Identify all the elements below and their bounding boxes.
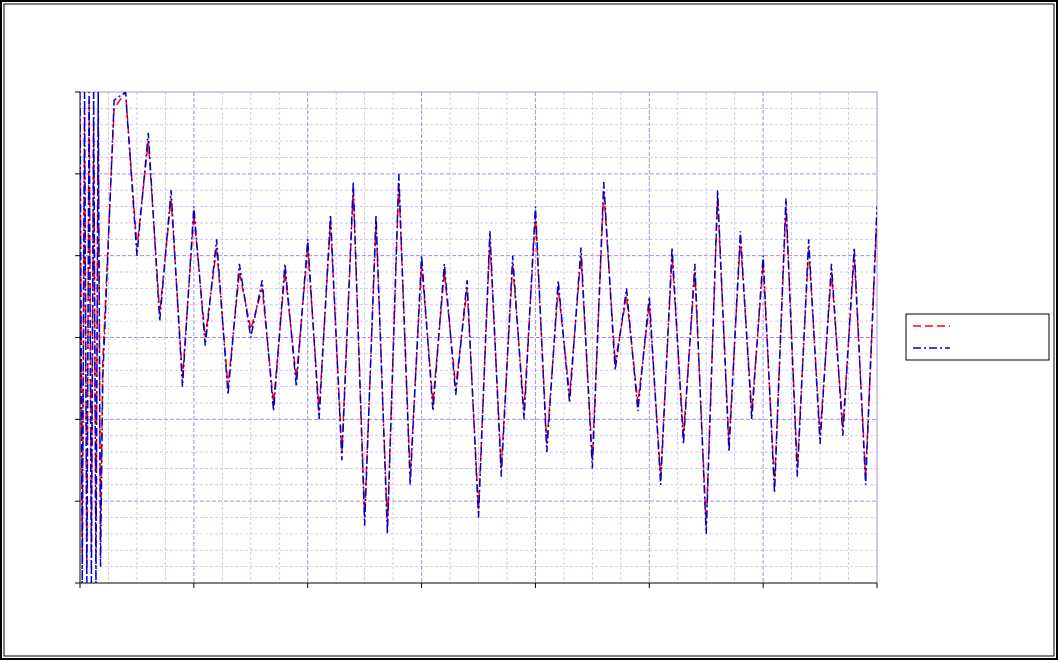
chart-inner-frame	[3, 3, 1055, 657]
data-line	[80, 92, 877, 583]
legend	[905, 313, 1050, 361]
